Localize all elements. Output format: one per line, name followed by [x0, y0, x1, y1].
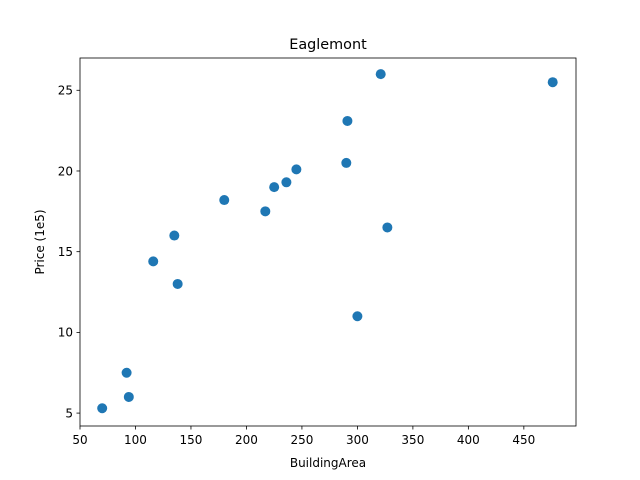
scatter-point — [281, 177, 292, 188]
scatter-point — [375, 69, 386, 80]
scatter-point — [291, 164, 302, 175]
scatter-point — [169, 230, 180, 241]
x-tick-label: 250 — [290, 433, 313, 447]
x-tick-label: 400 — [457, 433, 480, 447]
scatter-point — [382, 222, 393, 233]
y-axis-label: Price (1e5) — [33, 209, 47, 274]
scatter-point — [269, 182, 280, 193]
y-tick-label: 15 — [58, 245, 73, 259]
x-axis-ticks: 50 100 150 200 250 300 350 400 450 — [72, 426, 535, 447]
scatter-point — [172, 278, 183, 289]
scatter-point — [547, 77, 558, 88]
scatter-point — [352, 311, 363, 322]
scatter-points — [97, 69, 558, 414]
scatter-point — [148, 256, 159, 267]
x-tick-label: 150 — [180, 433, 203, 447]
x-tick-label: 200 — [235, 433, 258, 447]
x-tick-label: 100 — [124, 433, 147, 447]
x-tick-label: 50 — [72, 433, 87, 447]
x-tick-label: 300 — [346, 433, 369, 447]
x-tick-label: 350 — [401, 433, 424, 447]
y-tick-label: 25 — [58, 84, 73, 98]
scatter-point — [123, 391, 134, 402]
scatter-point — [341, 157, 352, 168]
scatter-point — [260, 206, 271, 217]
chart-title: Eaglemont — [289, 37, 367, 53]
y-axis-ticks: 5 10 15 20 25 — [58, 84, 80, 420]
scatter-point — [219, 195, 230, 206]
axes-frame — [79, 57, 577, 427]
x-axis-label: BuildingArea — [290, 456, 366, 470]
y-tick-label: 5 — [65, 406, 73, 420]
y-tick-label: 10 — [58, 326, 73, 340]
scatter-point — [342, 115, 353, 126]
y-tick-label: 20 — [58, 164, 73, 178]
scatter-point — [121, 367, 132, 378]
x-tick-label: 450 — [512, 433, 535, 447]
scatter-point — [97, 403, 108, 414]
